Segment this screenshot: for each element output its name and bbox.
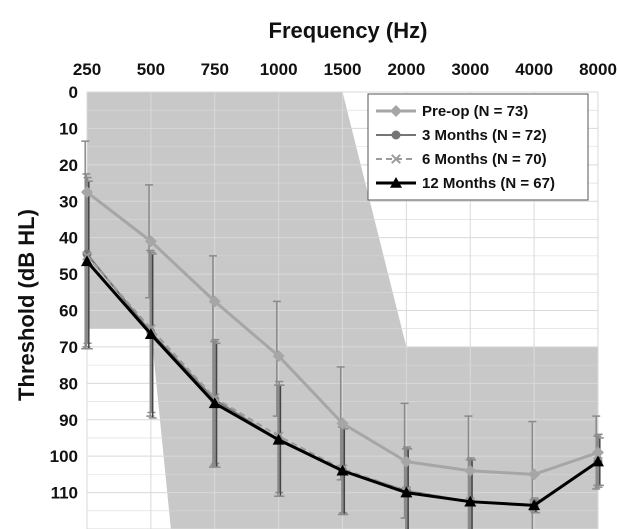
data-point	[528, 499, 541, 511]
data-point	[528, 468, 541, 481]
legend-label: 6 Months (N = 70)	[422, 151, 547, 168]
y-tick-label: 110	[51, 484, 78, 503]
data-point	[391, 154, 401, 164]
y-tick-label: 100	[50, 447, 78, 466]
data-point	[208, 397, 221, 409]
data-point	[336, 417, 349, 430]
y-tick-label: 40	[59, 229, 78, 248]
data-point	[82, 249, 92, 259]
legend-label: 12 Months (N = 67)	[422, 175, 555, 192]
data-point	[400, 486, 413, 498]
data-point	[272, 350, 285, 363]
x-tick-label: 500	[137, 60, 165, 79]
y-tick-label: 30	[59, 192, 78, 211]
x-tick-label: 3000	[451, 60, 489, 79]
data-point	[81, 255, 93, 267]
data-point	[464, 495, 477, 507]
data-point	[144, 235, 157, 248]
data-point	[208, 295, 221, 308]
data-point	[592, 455, 604, 467]
series-lines	[81, 186, 604, 511]
y-tick-label: 50	[59, 265, 78, 284]
x-axis-title: Frequency (Hz)	[269, 18, 428, 43]
data-point	[390, 105, 402, 117]
legend-label: 3 Months (N = 72)	[422, 127, 547, 144]
x-tick-label: 2000	[387, 60, 425, 79]
x-marker-stroke	[391, 154, 401, 164]
y-tick-label: 70	[59, 338, 78, 357]
data-point	[391, 130, 401, 140]
x-tick-label: 750	[201, 60, 229, 79]
y-tick-labels: 0 10 20 30 40 50 60 70 80 90 100 110	[50, 83, 78, 503]
x-tick-label: 4000	[515, 60, 553, 79]
x-tick-label: 250	[73, 60, 101, 79]
y-axis-title: Threshold (dB HL)	[14, 209, 39, 401]
data-point	[336, 464, 349, 476]
x-tick-labels: 250 500 750 1000 1500 2000 3000 4000 8000	[73, 60, 617, 79]
y-tick-label: 0	[69, 83, 78, 102]
data-point	[144, 328, 157, 339]
data-point	[400, 455, 413, 468]
legend-label: Pre-op (N = 73)	[422, 103, 528, 120]
legend: Pre-op (N = 73) 3 Months (N = 72) 6 Months…	[367, 93, 589, 201]
data-point	[272, 433, 285, 445]
data-point	[81, 186, 93, 199]
x-tick-label: 1000	[260, 60, 298, 79]
data-point	[390, 177, 402, 188]
y-tick-label: 80	[59, 374, 78, 393]
data-point	[464, 464, 477, 477]
x-tick-label: 1500	[324, 60, 362, 79]
y-tick-label: 90	[59, 411, 78, 430]
y-tick-label: 60	[59, 302, 78, 321]
y-tick-label: 10	[59, 119, 78, 138]
data-point	[592, 446, 604, 459]
x-tick-label: 8000	[579, 60, 617, 79]
y-tick-label: 20	[59, 156, 78, 175]
